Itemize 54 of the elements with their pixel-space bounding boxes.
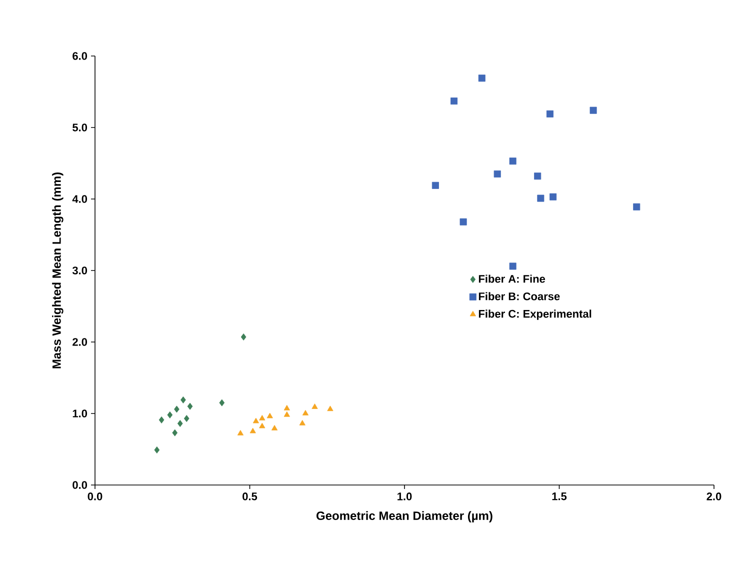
point <box>250 428 256 434</box>
point <box>237 430 244 436</box>
point <box>184 414 190 422</box>
x-tick-label: 2.0 <box>706 492 722 500</box>
point <box>537 194 544 202</box>
point <box>284 404 290 410</box>
point <box>284 411 290 417</box>
y-tick-label: 0.0 <box>72 481 88 489</box>
y-tick-label: 5.0 <box>72 124 88 132</box>
point <box>633 203 640 210</box>
point <box>312 404 318 409</box>
legend-label: Fiber B: Coarse <box>478 292 560 300</box>
point <box>550 193 557 200</box>
point <box>266 412 273 418</box>
x-tick-label: 0.5 <box>242 492 258 500</box>
point <box>240 333 246 340</box>
x-axis-title: Geometric Mean Diameter (µm) <box>316 511 492 522</box>
x-tick-label: 0.0 <box>88 492 102 500</box>
point <box>460 218 467 226</box>
x-tick-label: 1.0 <box>398 492 412 500</box>
point <box>302 410 309 416</box>
point <box>546 110 554 118</box>
point <box>271 425 278 430</box>
y-tick-label: 2.0 <box>72 338 88 346</box>
legend-label: Fiber A: Fine <box>478 274 546 283</box>
point <box>509 262 516 270</box>
point <box>509 158 516 165</box>
point <box>299 420 306 426</box>
y-tick-label: 1.0 <box>72 410 88 418</box>
point <box>259 414 266 420</box>
y-tick-label: 3.0 <box>72 266 88 274</box>
y-axis-title: Mass Weighted Mean Length (mm) <box>52 172 64 368</box>
point <box>259 422 266 428</box>
point <box>432 182 439 189</box>
point <box>177 420 183 427</box>
point <box>158 416 164 424</box>
y-tick-label: 4.0 <box>72 195 88 203</box>
point <box>494 170 501 178</box>
point <box>187 402 193 410</box>
legend-label: Fiber C: Experimental <box>478 310 592 320</box>
point <box>174 406 180 413</box>
point <box>154 446 160 454</box>
point <box>252 418 259 424</box>
point <box>180 396 186 404</box>
point <box>167 411 173 418</box>
point <box>327 406 334 412</box>
x-tick-label: 1.5 <box>552 492 567 500</box>
point <box>590 106 597 114</box>
y-tick-label: 6.0 <box>72 52 88 60</box>
point <box>450 98 458 105</box>
point <box>219 399 225 406</box>
point <box>478 74 486 82</box>
point <box>172 429 178 436</box>
point <box>534 172 542 180</box>
